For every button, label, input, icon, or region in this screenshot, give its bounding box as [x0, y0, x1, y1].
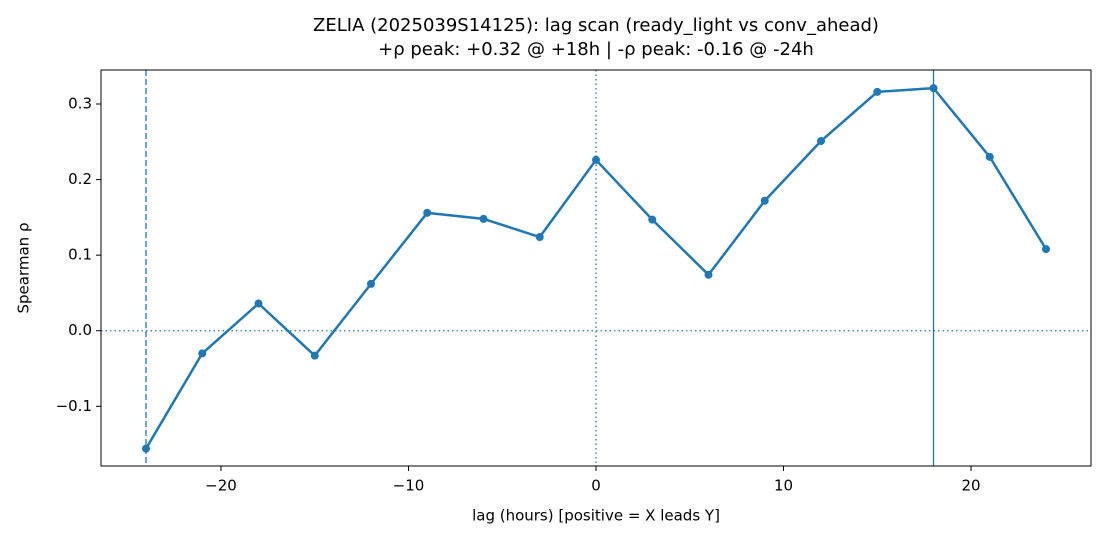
plot-frame — [100, 69, 1092, 467]
chart-title: ZELIA (2025039S14125): lag scan (ready_l… — [313, 15, 879, 36]
x-tick-label: −10 — [393, 477, 425, 495]
data-point — [142, 444, 150, 453]
data-point — [592, 155, 600, 164]
data-point — [479, 214, 488, 223]
x-tick-label: −20 — [205, 477, 237, 495]
data-point — [254, 299, 263, 308]
data-point — [310, 351, 319, 360]
y-tick-label: 0.0 — [68, 321, 92, 339]
data-point — [985, 152, 994, 161]
x-tick-label: 20 — [961, 477, 980, 495]
data-point — [760, 196, 769, 205]
data-point — [423, 208, 432, 217]
y-axis-label: Spearman ρ — [15, 223, 33, 314]
data-point — [704, 270, 713, 279]
y-tick-label: −0.1 — [56, 397, 92, 415]
x-tick-label: 10 — [774, 477, 793, 495]
y-tick-label: 0.2 — [68, 170, 92, 188]
y-tick-label: 0.3 — [68, 95, 92, 113]
data-point — [873, 87, 882, 96]
data-point — [198, 349, 207, 358]
data-point — [929, 84, 938, 93]
chart-subtitle: +ρ peak: +0.32 @ +18h | -ρ peak: -0.16 @… — [378, 39, 814, 60]
data-point — [367, 279, 375, 288]
data-point — [648, 215, 657, 224]
x-tick-label: 0 — [591, 477, 601, 495]
y-tick-label: 0.1 — [68, 246, 92, 264]
x-axis-label: lag (hours) [positive = X leads Y] — [472, 507, 720, 525]
data-point — [817, 137, 825, 146]
data-point — [535, 233, 544, 242]
data-point — [1042, 245, 1050, 254]
